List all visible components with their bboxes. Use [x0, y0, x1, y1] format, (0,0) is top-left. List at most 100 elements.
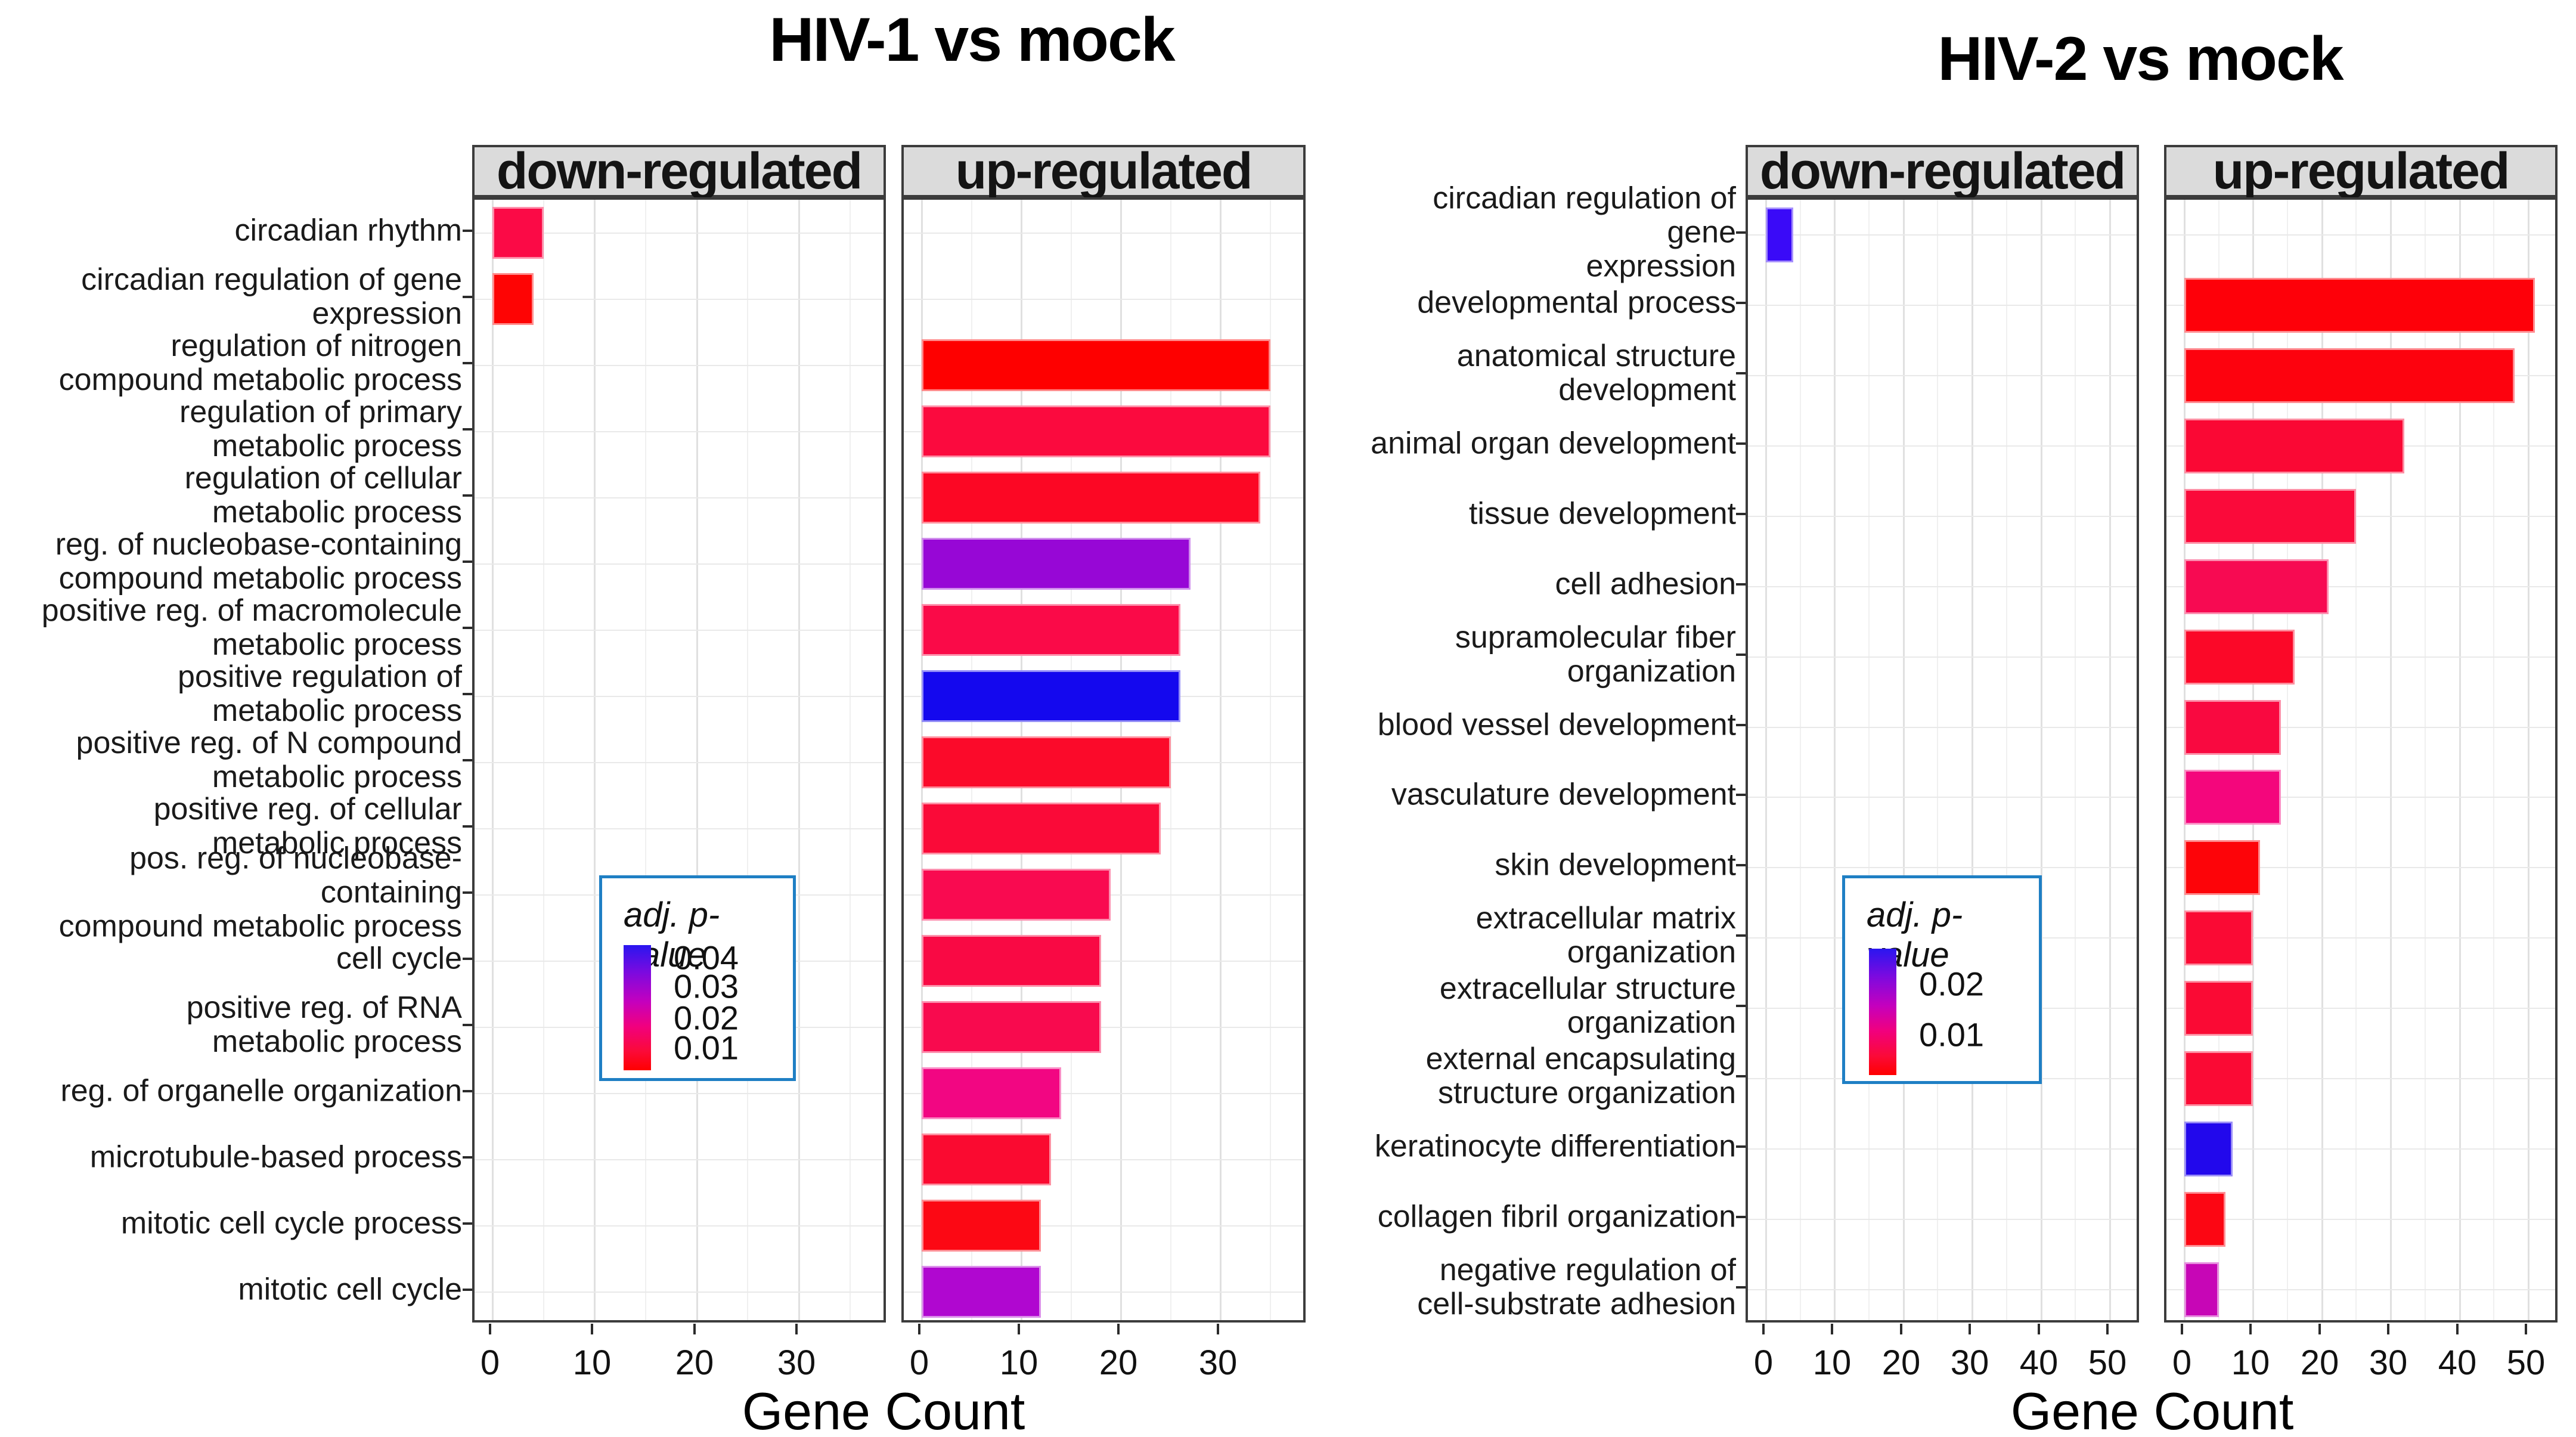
- x-axis-title: Gene Count: [742, 1382, 1025, 1437]
- gridline-horizontal: [475, 1159, 884, 1160]
- x-axis-tick: [2249, 1324, 2252, 1334]
- facet-strip-up-regulated: up-regulated: [2164, 143, 2558, 200]
- gridline-major: [2390, 200, 2392, 1320]
- chart-title: HIV-1 vs mock: [769, 5, 1175, 75]
- y-axis-category-label: regulation of nitrogen compound metaboli…: [58, 329, 462, 397]
- gridline-minor: [1269, 200, 1271, 1320]
- gridline-horizontal: [2166, 1289, 2555, 1290]
- chart-title: HIV-2 vs mock: [1938, 24, 2343, 94]
- gridline-horizontal: [1748, 1148, 2137, 1150]
- gridline-major: [696, 200, 698, 1320]
- gridline-horizontal: [475, 431, 884, 432]
- y-axis-tick: [1736, 583, 1746, 586]
- gridline-horizontal: [1748, 516, 2137, 517]
- bar-animal-organ-development: [2184, 419, 2404, 473]
- gridline-major: [1765, 200, 1767, 1320]
- gridline-minor: [1937, 200, 1939, 1320]
- y-axis-tick: [463, 494, 472, 497]
- x-axis-tick-label: 30: [777, 1343, 816, 1382]
- gridline-major: [2459, 200, 2461, 1320]
- y-axis-category-label: negative regulation of cell-substrate ad…: [1417, 1253, 1736, 1321]
- y-axis-tick: [1736, 934, 1746, 937]
- bar-blood-vessel-development: [2184, 700, 2281, 755]
- gridline-minor: [2355, 200, 2357, 1320]
- gridline-horizontal: [475, 299, 884, 300]
- gridline-horizontal: [475, 233, 884, 234]
- gridline-horizontal: [2166, 516, 2555, 517]
- y-axis-category-label: circadian regulation of gene expression: [1433, 181, 1736, 284]
- bar-positive-reg.-of-n-compound-metabolic-pr: [922, 736, 1171, 788]
- plot-panel-up-regulated: [2164, 197, 2558, 1323]
- gridline-major: [2184, 200, 2186, 1320]
- x-axis-tick: [2525, 1324, 2527, 1334]
- x-axis-tick-label: 10: [999, 1343, 1039, 1382]
- gridline-horizontal: [904, 1027, 1303, 1028]
- gridline-horizontal: [2166, 586, 2555, 587]
- bar-regulation-of-cellular-metabolic-process: [922, 472, 1260, 524]
- legend: adj. p-value 0.02 0.01: [1842, 875, 2042, 1084]
- gridline-horizontal: [475, 1225, 884, 1227]
- gridline-horizontal: [475, 696, 884, 697]
- gridline-horizontal: [904, 1292, 1303, 1293]
- gridline-minor: [2287, 200, 2289, 1320]
- x-axis-tick-label: 20: [675, 1343, 714, 1382]
- bar-regulation-of-primary-metabolic-process: [922, 405, 1270, 457]
- y-axis-category-label: keratinocyte differentiation: [1374, 1129, 1736, 1164]
- gridline-major: [798, 200, 801, 1320]
- y-axis-tick: [1736, 1005, 1746, 1007]
- x-axis-tick: [2181, 1324, 2183, 1334]
- y-axis-category-label: cell cycle: [336, 941, 462, 976]
- bar-cell-adhesion: [2184, 559, 2329, 614]
- y-axis-tick: [463, 1222, 472, 1225]
- x-axis-tick: [2318, 1324, 2321, 1334]
- y-axis-category-label: reg. of organelle organization: [60, 1073, 462, 1108]
- y-axis-category-label: supramolecular fiber organization: [1455, 620, 1736, 689]
- gridline-horizontal: [1748, 797, 2137, 798]
- y-axis-tick: [1736, 231, 1746, 234]
- gridline-horizontal: [475, 828, 884, 829]
- y-axis-category-label: vasculature development: [1391, 777, 1736, 812]
- plot-panel-down-regulated: [1746, 197, 2139, 1323]
- gridline-minor: [2005, 200, 2007, 1320]
- x-axis-tick-label: 50: [2506, 1343, 2546, 1382]
- y-axis-tick: [463, 825, 472, 828]
- bar-keratinocyte-differentiation: [2184, 1122, 2233, 1176]
- y-axis-category-label: positive reg. of cellular metabolic proc…: [153, 792, 462, 860]
- gridline-major: [2252, 200, 2255, 1320]
- legend-tick-label: 0.02: [1919, 965, 1984, 1003]
- x-axis-tick: [2387, 1324, 2389, 1334]
- x-axis-tick-label: 0: [480, 1343, 500, 1382]
- y-axis-category-label: mitotic cell cycle: [238, 1272, 462, 1307]
- y-axis-tick: [463, 296, 472, 298]
- x-axis-tick-label: 40: [2438, 1343, 2477, 1382]
- x-axis-tick-label: 10: [2231, 1343, 2270, 1382]
- x-axis-tick: [1831, 1324, 1833, 1334]
- plot-panel-down-regulated: [472, 197, 886, 1323]
- bar-regulation-of-nitrogen-compound-metaboli: [922, 339, 1270, 391]
- y-axis-tick: [463, 759, 472, 761]
- y-axis-tick: [1736, 1216, 1746, 1218]
- bar-anatomical-structure-development: [2184, 348, 2515, 403]
- gridline-horizontal: [1748, 867, 2137, 868]
- bar-tissue-development: [2184, 489, 2356, 544]
- y-axis-category-label: extracellular structure organization: [1439, 971, 1736, 1040]
- y-axis-tick: [1736, 442, 1746, 445]
- bar-mitotic-cell-cycle: [922, 1266, 1041, 1318]
- gridline-minor: [1868, 200, 1870, 1320]
- y-axis-tick: [463, 627, 472, 629]
- x-axis-tick: [489, 1324, 491, 1334]
- gridline-major: [1834, 200, 1836, 1320]
- y-axis-category-label: developmental process: [1417, 285, 1736, 320]
- y-axis-category-label: positive regulation of metabolic process: [178, 659, 462, 728]
- x-axis-tick-label: 0: [1753, 1343, 1774, 1382]
- gridline-minor: [2218, 200, 2219, 1320]
- x-axis-tick-label: 30: [1950, 1343, 1989, 1382]
- gridline-minor: [747, 200, 749, 1320]
- gridline-minor: [645, 200, 647, 1320]
- gridline-horizontal: [1748, 234, 2137, 236]
- gridline-major: [1220, 200, 1222, 1320]
- gridline-horizontal: [475, 1292, 884, 1293]
- gridline-horizontal: [904, 299, 1303, 300]
- x-axis-tick: [1900, 1324, 1902, 1334]
